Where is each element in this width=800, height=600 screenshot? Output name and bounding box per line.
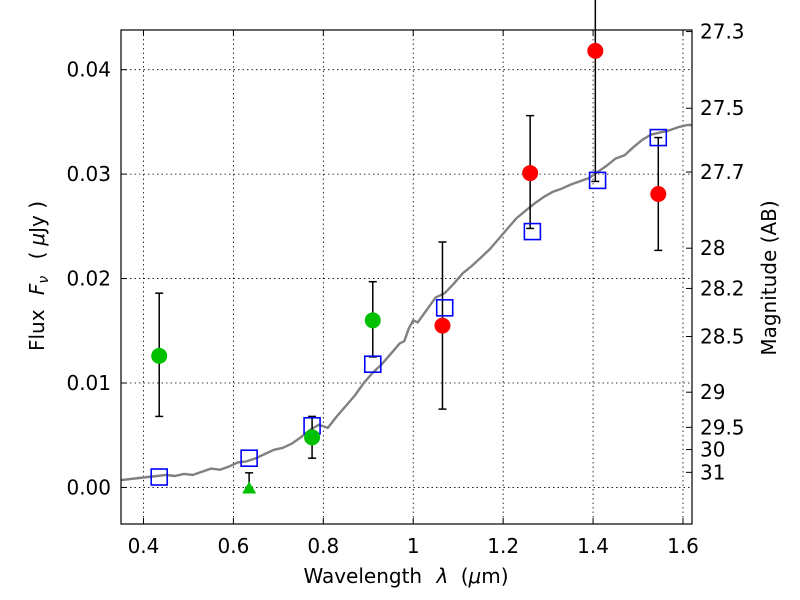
y-tick-label: 0.03 xyxy=(66,162,111,186)
observed-flux-point xyxy=(587,42,604,59)
x-tick-label: 1.6 xyxy=(667,534,699,558)
magnitude-tick-label: 29.5 xyxy=(700,415,745,439)
observed-flux-point xyxy=(650,185,667,202)
observed-flux-point xyxy=(434,317,451,334)
x-tick-label: 0.8 xyxy=(307,534,339,558)
model-photometry-point xyxy=(150,468,169,486)
x-axis-label-symbol: λ xyxy=(435,564,448,588)
y-tick-label: 0.04 xyxy=(66,58,111,82)
y-axis-label-symbol: F xyxy=(25,283,49,295)
y-axis-label-prefix: Flux xyxy=(25,309,49,351)
upper-limit-point xyxy=(242,481,257,494)
x-tick-label: 1 xyxy=(407,534,420,558)
magnitude-tick-label: 27.3 xyxy=(700,20,745,44)
magnitude-tick-label: 30 xyxy=(700,438,725,462)
error-bars xyxy=(155,0,663,489)
magnitude-tick-label: 29 xyxy=(700,380,725,404)
axis-ticks: 0.4 0.6 0.8 1 1.2 1.4 1.6 0.00 0.01 0.02 0.03 0.04 2… xyxy=(66,20,744,558)
x-axis-label-unit: m) xyxy=(481,564,508,588)
x-tick-label: 1.4 xyxy=(577,534,609,558)
magnitude-tick-label: 27.5 xyxy=(700,96,745,120)
observed-flux-point xyxy=(151,347,168,364)
magnitude-tick-label: 28.2 xyxy=(700,276,745,300)
model-photometry-point xyxy=(435,299,454,317)
x-tick-label: 0.4 xyxy=(128,534,160,558)
y-tick-label: 0.00 xyxy=(66,475,111,499)
model-photometry-point xyxy=(240,449,258,468)
x-tick-label: 0.6 xyxy=(217,534,249,558)
y-tick-label: 0.01 xyxy=(66,371,111,395)
y-axis-label-symbol-sub: ν xyxy=(36,276,52,284)
x-axis-label-unit-open: ( xyxy=(461,564,469,588)
x-axis-label-unit-symbol: μ xyxy=(468,564,482,588)
data-markers xyxy=(150,42,668,494)
model-photometry-point xyxy=(649,128,668,147)
y-axis-label-unit-symbol: μ xyxy=(25,233,49,247)
y-tick-label: 0.02 xyxy=(66,267,111,291)
x-tick-label: 1.2 xyxy=(487,534,519,558)
x-axis-label-prefix: Wavelength xyxy=(303,564,422,588)
observed-flux-point xyxy=(364,312,381,329)
grid-lines xyxy=(121,30,692,524)
observed-flux-point xyxy=(304,429,321,446)
y-axis-label: Flux Fν ( μJy ) xyxy=(25,201,53,351)
x-axis-label: Wavelength λ (μm) xyxy=(303,564,508,588)
observed-flux-point xyxy=(522,165,539,182)
model-photometry-point xyxy=(523,222,542,241)
magnitude-tick-label: 28 xyxy=(700,236,725,260)
magnitude-tick-label: 28.5 xyxy=(700,324,745,348)
y-axis-label-unit: Jy ) xyxy=(25,201,49,235)
plot-frame xyxy=(120,29,693,525)
magnitude-tick-label: 27.7 xyxy=(700,160,745,184)
model-photometry-point xyxy=(363,355,382,374)
magnitude-axis-label: Magnitude (AB) xyxy=(757,200,781,355)
model-photometry-point xyxy=(588,171,607,190)
y-axis-label-unit-open: ( xyxy=(25,252,49,260)
magnitude-tick-label: 31 xyxy=(700,460,725,484)
